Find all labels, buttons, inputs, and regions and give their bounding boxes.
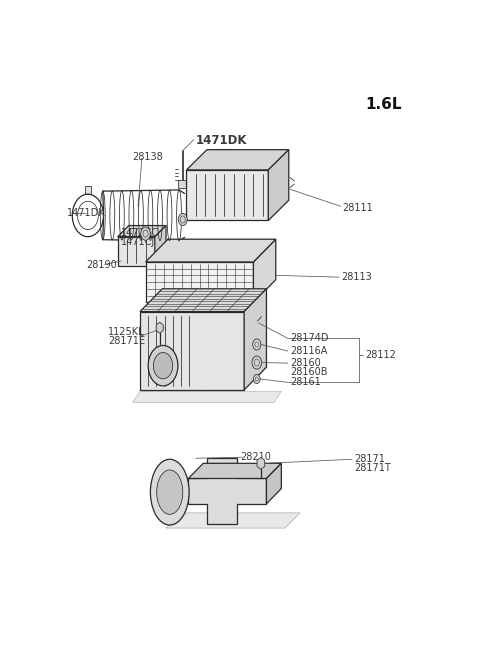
Circle shape (141, 227, 150, 240)
Polygon shape (188, 459, 266, 524)
Text: 28190: 28190 (86, 260, 117, 269)
Bar (196, 390, 209, 399)
Polygon shape (253, 239, 276, 302)
Polygon shape (186, 150, 289, 170)
Polygon shape (85, 186, 91, 194)
Polygon shape (118, 237, 155, 266)
Text: 28171: 28171 (354, 454, 385, 464)
Ellipse shape (148, 346, 178, 386)
Text: 28138: 28138 (132, 152, 163, 162)
Text: 28112: 28112 (365, 350, 396, 359)
Polygon shape (178, 180, 188, 188)
Circle shape (253, 374, 260, 384)
Polygon shape (244, 289, 266, 390)
Text: 28171T: 28171T (354, 463, 391, 474)
Ellipse shape (154, 353, 173, 379)
Polygon shape (132, 391, 281, 403)
Polygon shape (166, 513, 300, 528)
Polygon shape (186, 170, 268, 221)
Text: 28111: 28111 (343, 203, 373, 213)
Text: 1471DK: 1471DK (196, 134, 247, 147)
Polygon shape (188, 463, 281, 478)
Ellipse shape (150, 459, 189, 525)
Polygon shape (140, 311, 244, 390)
Circle shape (178, 214, 187, 225)
Text: 28210: 28210 (240, 452, 271, 463)
Polygon shape (118, 225, 166, 237)
Polygon shape (266, 463, 281, 504)
Text: 28113: 28113 (341, 272, 372, 282)
Text: 28160B: 28160B (290, 367, 327, 377)
Polygon shape (155, 225, 166, 266)
FancyBboxPatch shape (213, 150, 231, 162)
Polygon shape (145, 262, 253, 302)
Text: 1125KL: 1125KL (108, 327, 145, 337)
Circle shape (252, 356, 262, 369)
Text: 1.6L: 1.6L (365, 97, 402, 112)
Text: 28160: 28160 (290, 358, 321, 368)
Text: 28116A: 28116A (290, 346, 327, 356)
Polygon shape (268, 150, 289, 221)
Text: 1471CC: 1471CC (121, 228, 159, 238)
Bar (144, 390, 158, 399)
Text: 28171E: 28171E (108, 336, 145, 346)
Circle shape (252, 339, 261, 350)
Text: 28174D: 28174D (290, 333, 328, 344)
Polygon shape (140, 289, 266, 311)
Text: 1471CJ: 1471CJ (121, 237, 156, 247)
Polygon shape (145, 239, 276, 262)
Text: 1471DK: 1471DK (67, 208, 106, 218)
Ellipse shape (156, 470, 183, 514)
Text: 28161: 28161 (290, 377, 321, 388)
